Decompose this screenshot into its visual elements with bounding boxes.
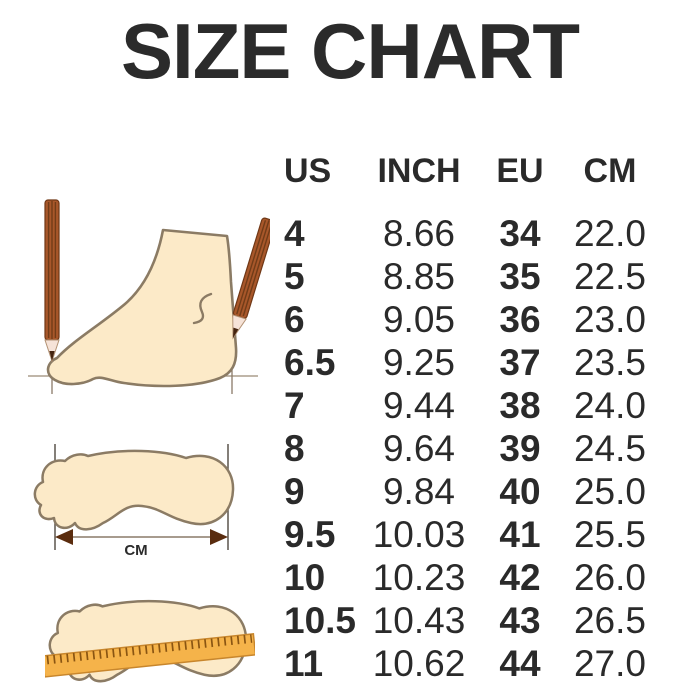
table-cell: 26.5 — [573, 600, 646, 641]
cm-label: CM — [124, 542, 147, 559]
page-title: SIZE CHART — [121, 7, 580, 95]
size-table-header: US INCH EU CM — [284, 146, 658, 196]
table-cell: 25.0 — [573, 471, 646, 512]
size-table: US INCH EU CM 4 8.66 34 22.0 5 8.85 35 22.5 6 9.0… — [284, 146, 658, 685]
table-cell: 9.05 — [382, 299, 455, 340]
table-cell: 9.5 — [284, 514, 336, 555]
table-cell: 22.5 — [573, 256, 646, 297]
table-cell: 6 — [284, 299, 305, 340]
table-cell: 25.5 — [573, 514, 646, 555]
table-cell: 44 — [499, 643, 541, 684]
table-cell: 37 — [499, 342, 541, 383]
table-cell: 26.0 — [573, 557, 646, 598]
table-cell: 10.23 — [372, 557, 466, 598]
cm-arrow — [55, 529, 228, 545]
table-cell: 7 — [284, 385, 305, 426]
table-row: 6.5 9.25 37 23.5 — [284, 341, 658, 384]
table-cell: 38 — [499, 385, 541, 426]
ankle-mark — [192, 292, 213, 325]
footprint-length-illustration: CM — [33, 444, 235, 559]
table-cell: 8.66 — [382, 213, 455, 254]
table-cell: 9.44 — [382, 385, 455, 426]
table-cell: 10.03 — [372, 514, 466, 555]
table-cell: 11 — [284, 643, 324, 684]
column-header-cm: CM — [583, 152, 637, 190]
table-cell: 10.62 — [372, 643, 466, 684]
table-cell: 23.0 — [573, 299, 646, 340]
size-table-body: 4 8.66 34 22.0 5 8.85 35 22.5 6 9.05 36 23.0 6.5 9.25… — [284, 212, 658, 685]
pencil-left-icon — [44, 199, 60, 363]
ruler-icon — [45, 633, 255, 678]
table-row: 9 9.84 40 25.0 — [284, 470, 658, 513]
table-row: 9.5 10.03 41 25.5 — [284, 513, 658, 556]
table-row: 5 8.85 35 22.5 — [284, 255, 658, 298]
pencil-right-icon — [232, 217, 270, 340]
foot-measure-illustration — [28, 199, 270, 394]
table-cell: 5 — [284, 256, 305, 297]
table-cell: 10.43 — [372, 600, 466, 641]
table-cell: 35 — [499, 256, 541, 297]
table-row: 7 9.44 38 24.0 — [284, 384, 658, 427]
footprint-icon — [33, 449, 235, 531]
table-cell: 34 — [499, 213, 541, 254]
table-cell: 39 — [499, 428, 541, 469]
table-cell: 36 — [499, 299, 541, 340]
table-cell: 8.85 — [382, 256, 455, 297]
table-cell: 22.0 — [573, 213, 646, 254]
column-header-us: US — [284, 152, 332, 190]
table-row: 8 9.64 39 24.5 — [284, 427, 658, 470]
table-cell: 6.5 — [284, 342, 336, 383]
table-cell: 24.0 — [573, 385, 646, 426]
table-row: 10.5 10.43 43 26.5 — [284, 599, 658, 642]
table-row: 11 10.62 44 27.0 — [284, 642, 658, 685]
table-cell: 9.25 — [382, 342, 455, 383]
table-row: 4 8.66 34 22.0 — [284, 212, 658, 255]
foot-side-icon — [46, 228, 238, 388]
table-row: 6 9.05 36 23.0 — [284, 298, 658, 341]
footprint-ruler-illustration — [45, 599, 255, 683]
table-cell: 9 — [284, 471, 305, 512]
table-cell: 4 — [284, 213, 305, 254]
column-header-eu: EU — [496, 152, 544, 190]
table-row: 10 10.23 42 26.0 — [284, 556, 658, 599]
table-cell: 42 — [499, 557, 541, 598]
table-cell: 23.5 — [573, 342, 646, 383]
table-cell: 10.5 — [284, 600, 357, 641]
table-cell: 24.5 — [573, 428, 646, 469]
table-cell: 9.84 — [382, 471, 455, 512]
column-header-inch: INCH — [377, 152, 461, 190]
table-cell: 27.0 — [573, 643, 646, 684]
table-cell: 40 — [499, 471, 541, 512]
table-cell: 9.64 — [382, 428, 455, 469]
table-cell: 43 — [499, 600, 541, 641]
table-cell: 8 — [284, 428, 305, 469]
table-cell: 10 — [284, 557, 326, 598]
table-cell: 41 — [499, 514, 541, 555]
